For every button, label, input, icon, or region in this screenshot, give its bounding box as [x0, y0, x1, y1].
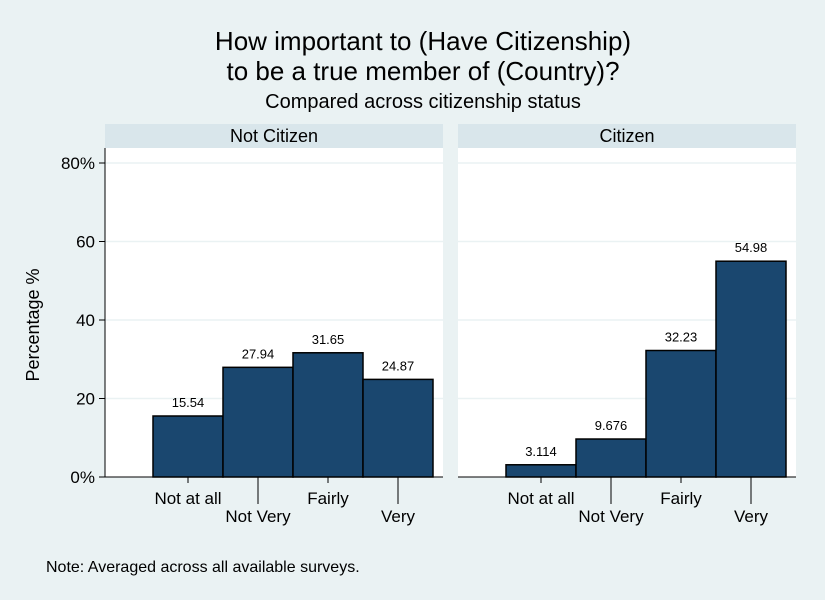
bar-1-1 — [575, 438, 647, 478]
chart-title: How important to (Have Citizenship) — [215, 26, 631, 56]
y-tick-label-4: 80% — [61, 154, 95, 173]
x-tick-label-1-1: Not Very — [578, 507, 644, 526]
bar-label-1-2: 32.23 — [665, 329, 698, 344]
panel-title-0: Not Citizen — [230, 126, 318, 146]
bar-label-0-3: 24.87 — [382, 358, 415, 373]
x-tick-label-0-1: Not Very — [225, 507, 291, 526]
x-tick-label-0-3: Very — [381, 507, 416, 526]
panel-strip-1 — [458, 124, 796, 148]
y-tick-label-3: 60 — [76, 233, 95, 252]
bar-label-0-0: 15.54 — [172, 395, 205, 410]
bar-0-0 — [152, 415, 224, 478]
chart-subtitle: Compared across citizenship status — [265, 91, 581, 113]
bar-label-0-2: 31.65 — [312, 332, 345, 347]
bar-1-0 — [505, 464, 577, 478]
x-tick-label-1-0: Not at all — [507, 489, 574, 508]
x-tick-label-0-0: Not at all — [154, 489, 221, 508]
y-tick-label-2: 40 — [76, 311, 95, 330]
x-tick-label-0-2: Fairly — [307, 489, 349, 508]
bar-0-3 — [362, 378, 434, 478]
y-axis-label: Percentage % — [23, 268, 43, 381]
x-tick-label-1-2: Fairly — [660, 489, 702, 508]
panel-strip-0 — [105, 124, 443, 148]
bar-1-3 — [715, 260, 787, 478]
bar-0-1 — [222, 366, 294, 478]
y-tick-label-1: 20 — [76, 390, 95, 409]
bar-label-0-1: 27.94 — [242, 346, 275, 361]
bar-label-1-0: 3.114 — [525, 444, 557, 459]
bar-label-1-3: 54.98 — [735, 240, 768, 255]
y-tick-label-0: 0% — [70, 468, 95, 487]
panels-layer: Not Citizen 15.54 27.94 31.65 24.87 Not at al… — [61, 124, 796, 526]
bar-0-2 — [292, 352, 364, 478]
chart-note: Note: Averaged across all available surv… — [46, 559, 360, 576]
x-tick-label-1-3: Very — [734, 507, 769, 526]
chart-title-line2: to be a true member of (Country)? — [226, 56, 619, 86]
bar-label-1-1: 9.676 — [595, 418, 628, 433]
bar-1-2 — [645, 349, 717, 478]
panel-title-1: Citizen — [599, 126, 654, 146]
